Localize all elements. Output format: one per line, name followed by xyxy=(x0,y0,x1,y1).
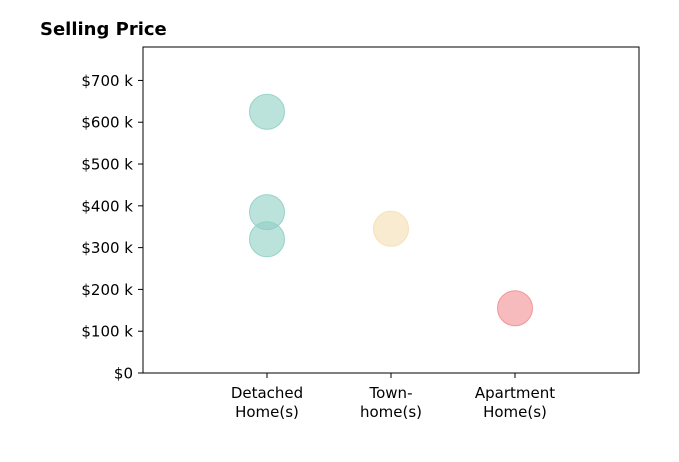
data-point xyxy=(373,210,409,247)
y-tick-label: $200 k xyxy=(81,281,133,299)
x-tick-label-line: Home(s) xyxy=(235,403,299,421)
x-tick-label-line: Home(s) xyxy=(483,403,547,421)
chart-title: Selling Price xyxy=(40,19,167,40)
x-tick-label: Detached Home(s) xyxy=(231,384,303,421)
x-tick-label-line: Detached xyxy=(231,384,303,402)
data-points xyxy=(249,93,533,327)
y-axis: $0 $100 k $200 k $300 k $400 k $500 k $600 k $7… xyxy=(81,72,143,383)
x-tick-label-line: Apartment xyxy=(475,384,555,402)
y-tick-label: $700 k xyxy=(81,72,133,90)
x-tick-label: Town-home(s) xyxy=(360,384,422,421)
y-tick-label: $600 k xyxy=(81,114,133,132)
x-tick-label-line: Town- xyxy=(369,384,413,402)
y-tick-label: $500 k xyxy=(81,156,133,174)
y-tick-label: $100 k xyxy=(81,323,133,341)
y-tick-label: $0 xyxy=(114,365,133,383)
plot-frame xyxy=(142,46,640,374)
y-tick-label: $300 k xyxy=(81,239,133,257)
data-point xyxy=(249,221,285,258)
x-axis: Detached Home(s)Town-home(s)Apartment Home… xyxy=(231,373,555,421)
data-point xyxy=(497,290,533,327)
x-tick-label: Apartment Home(s) xyxy=(475,384,555,421)
y-tick-label: $400 k xyxy=(81,197,133,215)
x-tick-label-line: home(s) xyxy=(360,403,422,421)
data-point xyxy=(249,93,285,130)
